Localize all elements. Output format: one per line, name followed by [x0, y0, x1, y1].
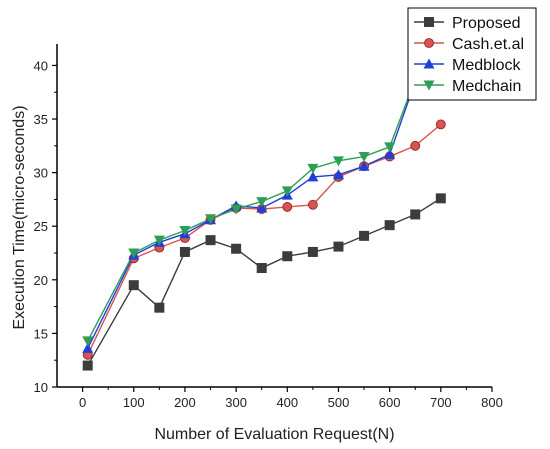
- data-point-cash-et-al: [410, 140, 421, 151]
- data-point-medchain: [153, 235, 165, 246]
- data-point-proposed: [359, 230, 370, 241]
- data-point-medchain: [256, 197, 268, 208]
- data-point-cash-et-al: [435, 119, 446, 130]
- x-tick-label: 800: [481, 395, 503, 410]
- legend-label-cash-et-al: Cash.et.al: [452, 36, 524, 53]
- data-point-medchain: [205, 214, 217, 225]
- y-tick-label: 15: [34, 326, 48, 341]
- chart-axes: 0 100 200 300 400 500 600 700 800 10 15 20 25 30 35 40: [34, 44, 503, 410]
- legend-label-proposed: Proposed: [452, 15, 521, 32]
- x-tick-label: 700: [430, 395, 452, 410]
- data-point-proposed: [307, 246, 318, 257]
- x-tick-label: 0: [79, 395, 86, 410]
- axis-labels: Number of Evaluation Request(N) Executio…: [11, 105, 395, 443]
- data-point-proposed: [231, 243, 242, 254]
- data-point-medchain: [179, 226, 191, 237]
- data-point-medblock: [256, 202, 268, 213]
- y-tick-label: 10: [34, 380, 48, 395]
- series-line-medblock: [87, 81, 416, 349]
- data-point-cash-et-al: [307, 199, 318, 210]
- data-point-medblock: [358, 160, 370, 171]
- data-point-medchain: [358, 152, 370, 163]
- data-point-proposed: [82, 360, 93, 371]
- data-point-proposed: [205, 235, 216, 246]
- data-point-proposed: [333, 241, 344, 252]
- y-tick-label: 20: [34, 273, 48, 288]
- y-axis-title: Execution Time(micro-seconds): [11, 105, 28, 329]
- data-point-medchain: [332, 156, 344, 167]
- y-tick-label: 25: [34, 219, 48, 234]
- series-line-medchain: [87, 79, 416, 342]
- legend-marker-cash-et-al: [424, 38, 434, 48]
- x-tick-label: 600: [379, 395, 401, 410]
- data-point-medblock: [307, 171, 319, 182]
- legend-label-medblock: Medblock: [452, 57, 521, 74]
- data-point-medchain: [230, 204, 242, 215]
- data-point-proposed: [128, 280, 139, 291]
- x-tick-label: 200: [174, 395, 196, 410]
- data-point-medblock: [332, 169, 344, 180]
- data-point-medchain: [281, 186, 293, 197]
- x-axis-title: Number of Evaluation Request(N): [154, 426, 394, 443]
- data-point-proposed: [179, 246, 190, 257]
- x-tick-label: 100: [123, 395, 145, 410]
- y-tick-label: 40: [34, 58, 48, 73]
- legend-marker-medchain: [423, 80, 435, 91]
- series-markers: [82, 74, 446, 371]
- x-tick-label: 500: [328, 395, 350, 410]
- legend-label-medchain: Medchain: [452, 78, 521, 95]
- legend: Proposed Cash.et.al Medblock Medchain: [407, 7, 537, 101]
- data-point-medchain: [384, 142, 396, 153]
- legend-marker-proposed: [424, 17, 434, 27]
- legend-marker-medblock: [423, 58, 435, 69]
- data-point-proposed: [410, 209, 421, 220]
- data-point-medblock: [82, 342, 94, 353]
- data-point-medchain: [128, 248, 140, 259]
- data-point-cash-et-al: [282, 202, 293, 212]
- data-point-proposed: [282, 251, 293, 262]
- data-point-proposed: [384, 220, 395, 231]
- y-tick-label: 30: [34, 166, 48, 181]
- data-point-medchain: [307, 163, 319, 174]
- x-tick-label: 400: [276, 395, 298, 410]
- data-point-proposed: [154, 302, 165, 313]
- data-point-medchain: [82, 336, 94, 347]
- data-point-proposed: [256, 263, 267, 274]
- y-tick-label: 35: [34, 112, 48, 127]
- data-point-medblock: [384, 148, 396, 159]
- x-tick-label: 300: [225, 395, 247, 410]
- data-point-proposed: [435, 193, 446, 204]
